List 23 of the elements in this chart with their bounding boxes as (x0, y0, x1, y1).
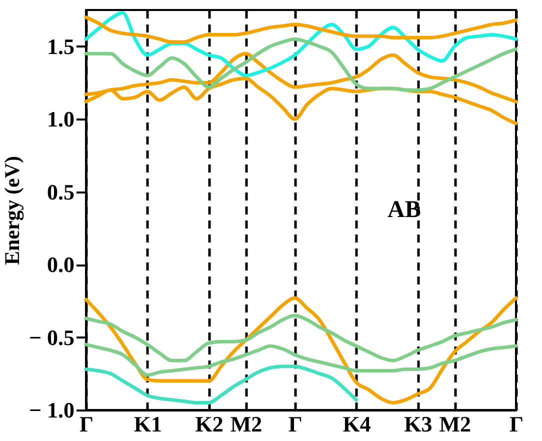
line-series (84, 342, 518, 377)
x-tick-label: Γ (80, 412, 94, 436)
x-tick-label: K4 (342, 412, 371, 436)
y-tick-label: 1.5 (47, 34, 74, 59)
x-tick-label: Γ (510, 412, 524, 436)
line-series (84, 16, 518, 44)
x-tick-label: Γ (288, 412, 302, 436)
x-tick-label: K1 (134, 412, 162, 436)
x-tick-label: M2 (230, 412, 262, 436)
x-tick-label: M2 (439, 412, 471, 436)
x-tick-label: K2 (195, 412, 224, 436)
y-tick-label: 1.0 (47, 106, 74, 132)
y-tick-label: 0.0 (47, 252, 74, 278)
line-series (84, 364, 358, 404)
y-axis-title: Energy (eV) (0, 156, 24, 266)
annotation: AB (388, 197, 421, 223)
x-tick-label: K3 (404, 412, 432, 436)
line-series (84, 37, 518, 92)
y-tick-label: − 1.0 (28, 398, 74, 422)
y-tick-label: 0.5 (47, 179, 74, 204)
line-series (84, 314, 518, 362)
line-series (84, 11, 518, 78)
y-tick-label: − 0.5 (28, 324, 74, 350)
